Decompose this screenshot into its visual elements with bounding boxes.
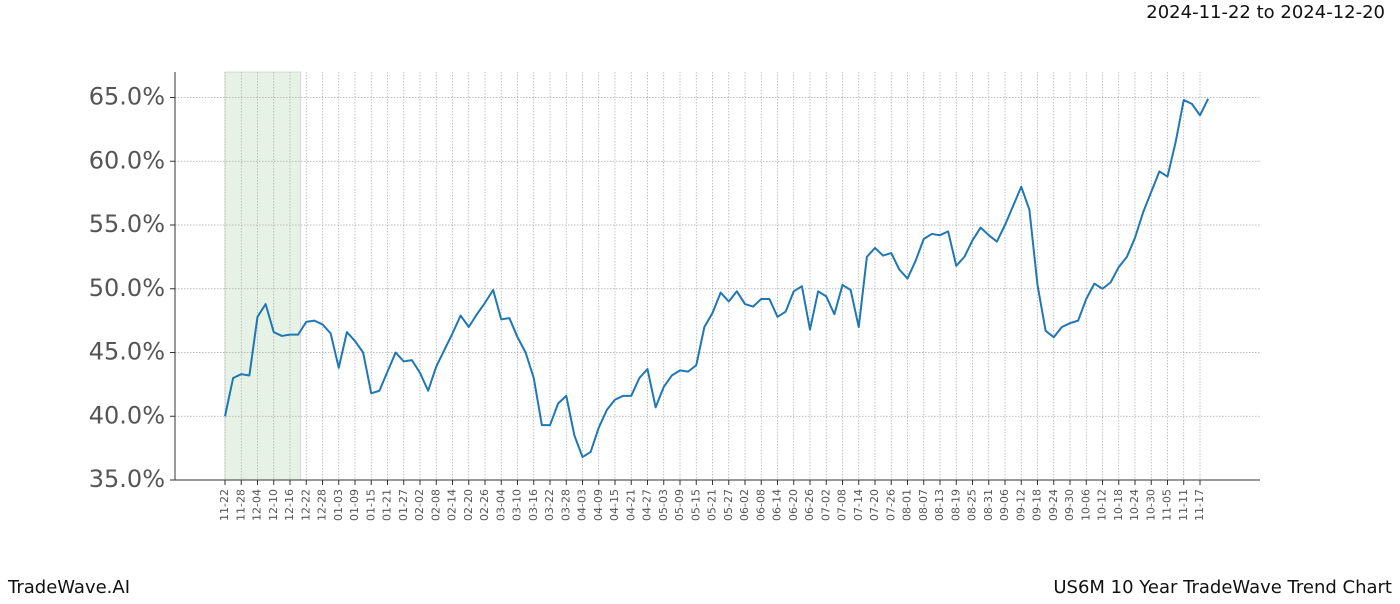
x-tick-label: 02-14	[446, 489, 459, 521]
x-tick-label: 04-03	[576, 489, 589, 521]
y-tick-label: 40.0%	[89, 401, 165, 429]
x-tick-label: 03-28	[559, 489, 572, 521]
x-tick-label: 09-30	[1063, 489, 1076, 521]
x-tick-label: 09-18	[1031, 489, 1044, 521]
x-tick-label: 08-01	[901, 489, 914, 521]
x-tick-label: 12-28	[316, 489, 329, 521]
y-tick-label: 45.0%	[89, 338, 165, 366]
chart-subtitle: 2024-11-22 to 2024-12-20	[1146, 2, 1385, 23]
x-tick-label: 12-16	[283, 489, 296, 521]
x-tick-label: 12-10	[267, 489, 280, 521]
y-tick-label: 60.0%	[89, 146, 165, 174]
x-tick-label: 07-02	[819, 489, 832, 521]
x-tick-label: 08-13	[933, 489, 946, 521]
x-tick-label: 08-19	[949, 489, 962, 521]
x-tick-label: 10-18	[1112, 489, 1125, 521]
x-tick-label: 06-26	[803, 489, 816, 521]
x-tick-label: 01-09	[348, 489, 361, 521]
source-label: TradeWave.AI	[7, 577, 130, 598]
y-tick-label: 35.0%	[89, 465, 165, 493]
x-tick-label: 02-08	[429, 489, 442, 521]
chart-title: US6M 10 Year TradeWave Trend Chart	[1053, 577, 1392, 598]
y-tick-label: 65.0%	[89, 83, 165, 111]
x-tick-label: 01-21	[381, 489, 394, 521]
x-tick-label: 06-08	[754, 489, 767, 521]
x-tick-label: 02-26	[478, 489, 491, 521]
x-tick-label: 04-21	[624, 489, 637, 521]
x-tick-label: 05-21	[706, 489, 719, 521]
x-tick-label: 10-24	[1128, 489, 1141, 521]
x-tick-label: 09-06	[998, 489, 1011, 521]
trend-line	[224, 98, 1210, 459]
x-tick-label: 07-08	[836, 489, 849, 521]
x-tick-label: 05-09	[673, 489, 686, 521]
x-tick-label: 08-25	[966, 489, 979, 521]
y-tick-label: 55.0%	[89, 210, 165, 238]
x-tick-label: 11-22	[218, 489, 231, 521]
x-tick-label: 02-02	[413, 489, 426, 521]
x-tick-label: 06-14	[771, 489, 784, 521]
x-tick-label: 02-20	[462, 489, 475, 521]
x-tick-label: 08-31	[982, 489, 995, 521]
x-tick-label: 05-27	[722, 489, 735, 521]
x-tick-label: 12-04	[251, 489, 264, 521]
x-tick-label: 01-15	[364, 489, 377, 521]
x-tick-label: 07-20	[868, 489, 881, 521]
x-tick-label: 08-07	[917, 489, 930, 521]
x-tick-label: 09-24	[1047, 489, 1060, 521]
x-tick-label: 11-28	[234, 489, 247, 521]
x-tick-label: 06-02	[738, 489, 751, 521]
x-tick-label: 10-06	[1079, 489, 1092, 521]
x-tick-label: 07-14	[852, 489, 865, 521]
x-tick-label: 10-30	[1144, 489, 1157, 521]
x-tick-label: 11-17	[1193, 489, 1206, 521]
x-tick-label: 04-15	[608, 489, 621, 521]
y-tick-label: 50.0%	[89, 274, 165, 302]
x-tick-label: 07-26	[884, 489, 897, 521]
x-tick-label: 03-16	[527, 489, 540, 521]
x-tick-label: 01-03	[332, 489, 345, 521]
x-tick-label: 10-12	[1096, 489, 1109, 521]
x-tick-label: 11-05	[1161, 489, 1174, 521]
x-tick-label: 11-11	[1177, 489, 1190, 521]
x-tick-label: 03-04	[494, 489, 507, 521]
x-tick-label: 04-27	[641, 489, 654, 521]
x-tick-label: 05-03	[657, 489, 670, 521]
x-tick-label: 05-15	[689, 489, 702, 521]
x-tick-label: 09-12	[1014, 489, 1027, 521]
x-tick-label: 01-27	[397, 489, 410, 521]
x-tick-label: 06-20	[787, 489, 800, 521]
x-tick-label: 03-10	[511, 489, 524, 521]
x-tick-label: 12-22	[299, 489, 312, 521]
highlight-band	[224, 71, 302, 481]
x-tick-label: 04-09	[592, 489, 605, 521]
x-tick-label: 03-22	[543, 489, 556, 521]
